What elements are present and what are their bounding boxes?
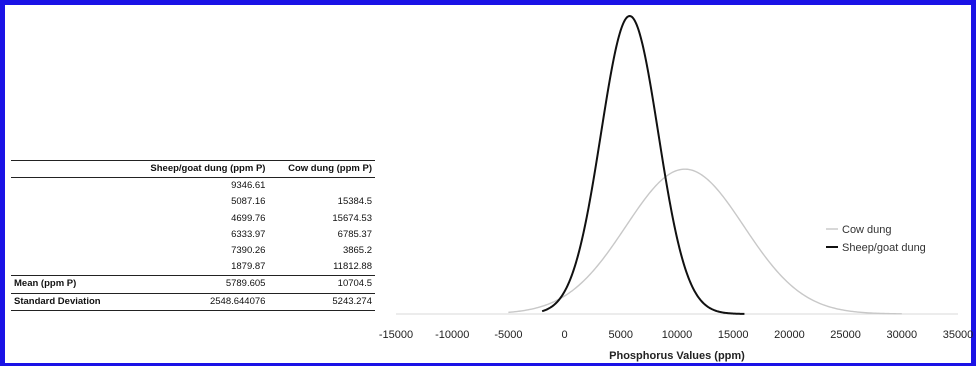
table-cell: 11812.88 xyxy=(333,261,372,273)
mean-label: Mean (ppm P) xyxy=(11,275,125,294)
data-table: Sheep/goat dung (ppm P) Cow dung (ppm P)… xyxy=(11,159,375,311)
x-tick-label: 25000 xyxy=(830,329,861,341)
table-header-cow: Cow dung (ppm P) xyxy=(268,159,375,179)
x-tick-labels: -15000 -10000 -5000 0 5000 10000 15000 20000 250… xyxy=(379,329,973,341)
table-row-mean: Mean (ppm P) 5789.605 10704.5 xyxy=(11,275,375,294)
table-row: 9346.61 xyxy=(11,178,375,195)
x-tick-label: 15000 xyxy=(718,329,749,341)
table-cell: 1879.87 xyxy=(231,261,266,273)
legend: Cow dung Sheep/goat dung xyxy=(826,224,926,254)
table-cell: 15384.5 xyxy=(337,196,372,208)
table-row: 6333.97 6785.37 xyxy=(11,227,375,243)
table-header-sheep: Sheep/goat dung (ppm P) xyxy=(125,159,269,179)
table-row: 4699.76 15674.53 xyxy=(11,211,375,227)
x-tick-label: 20000 xyxy=(774,329,805,341)
x-axis-label: Phosphorus Values (ppm) xyxy=(609,350,745,362)
table-header-row: Sheep/goat dung (ppm P) Cow dung (ppm P) xyxy=(11,159,375,179)
table-row: 5087.16 15384.5 xyxy=(11,194,375,210)
table-cell: 7390.26 xyxy=(231,245,266,257)
table-row: 1879.87 11812.88 xyxy=(11,259,375,276)
x-tick-label: -10000 xyxy=(435,329,469,341)
x-tick-label: 5000 xyxy=(609,329,633,341)
table-cell: 5087.16 xyxy=(231,196,266,208)
x-tick-label: 10000 xyxy=(662,329,693,341)
x-tick-label: 35000 xyxy=(943,329,974,341)
sd-label: Standard Deviation xyxy=(11,293,125,311)
table-cell: 6785.37 xyxy=(337,228,372,240)
table-cell: 3865.2 xyxy=(342,245,372,257)
table-cell: 6333.97 xyxy=(231,228,266,240)
table-row-sd: Standard Deviation 2548.644076 5243.274 xyxy=(11,293,375,311)
sd-sheep: 2548.644076 xyxy=(125,293,269,311)
x-tick-label: -15000 xyxy=(379,329,413,341)
table-cell: 9346.61 xyxy=(231,180,266,192)
series-line-sheep-goat-dung xyxy=(541,14,745,315)
series-line-cow-dung xyxy=(508,168,902,315)
x-tick-label: 30000 xyxy=(887,329,918,341)
x-tick-label: -5000 xyxy=(494,329,522,341)
mean-sheep: 5789.605 xyxy=(125,275,269,294)
table-header-blank xyxy=(11,159,125,179)
sd-cow: 5243.274 xyxy=(268,293,375,311)
table-cell: 15674.53 xyxy=(332,212,372,224)
table-row: 7390.26 3865.2 xyxy=(11,243,375,259)
legend-label-cow-dung: Cow dung xyxy=(842,224,892,236)
legend-label-sheep-goat-dung: Sheep/goat dung xyxy=(842,242,926,254)
x-tick-label: 0 xyxy=(562,329,568,341)
mean-cow: 10704.5 xyxy=(268,275,375,294)
table-cell: 4699.76 xyxy=(231,212,266,224)
